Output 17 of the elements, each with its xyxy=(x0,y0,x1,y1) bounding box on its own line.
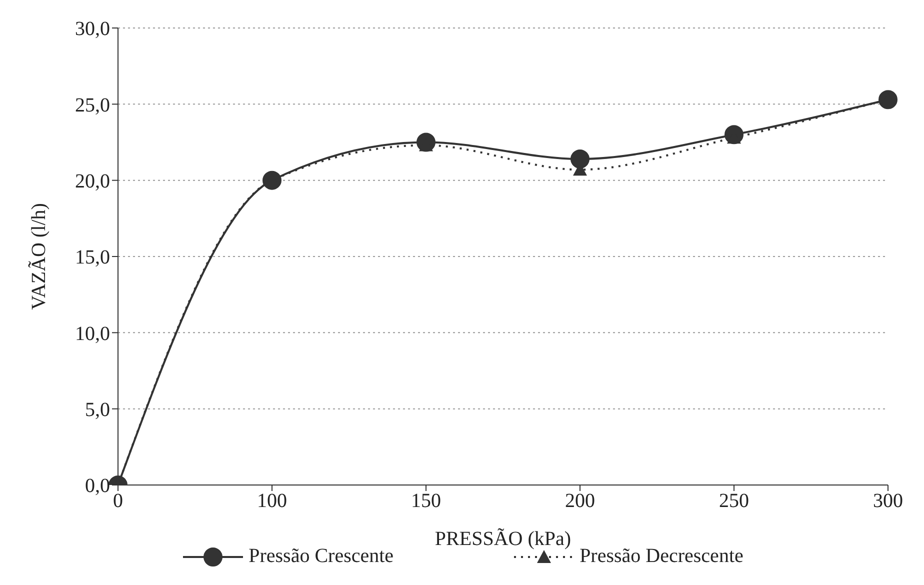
y-tick-label: 10,0 xyxy=(75,322,110,345)
x-tick-label: 0 xyxy=(113,490,123,512)
x-tick-label: 150 xyxy=(411,490,441,512)
y-tick-label: 0,0 xyxy=(85,475,110,498)
legend-label: Pressão Crescente xyxy=(248,545,394,568)
y-tick-label: 20,0 xyxy=(75,170,110,192)
x-axis-title: PRESSÃO (kPa) xyxy=(434,528,572,550)
y-tick-label: 5,0 xyxy=(85,398,110,421)
x-tick-label: 300 xyxy=(873,490,903,512)
y-axis-title: VAZÃO (l/h) xyxy=(28,203,50,310)
y-tick-label: 30,0 xyxy=(75,18,110,40)
x-tick-label: 200 xyxy=(565,490,595,512)
x-tick-label: 100 xyxy=(257,490,287,512)
legend-label: Pressão Decrescente xyxy=(580,545,744,568)
y-tick-label: 15,0 xyxy=(75,246,110,269)
y-tick-label: 25,0 xyxy=(75,94,110,116)
x-tick-label: 250 xyxy=(719,490,749,512)
